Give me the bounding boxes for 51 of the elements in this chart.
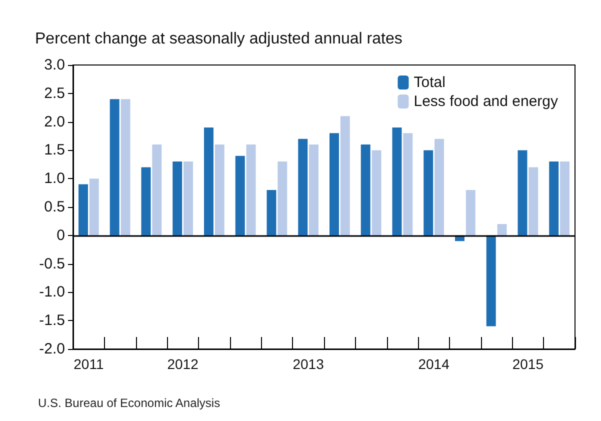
y-tick-label: 1.0 — [44, 170, 65, 188]
bar — [360, 144, 370, 236]
bar — [298, 138, 308, 236]
x-tick-label: 2014 — [418, 356, 450, 372]
bar — [266, 190, 276, 236]
x-tick-label: 2011 — [74, 356, 104, 372]
bar — [528, 167, 538, 236]
bar — [278, 162, 288, 236]
bar — [497, 224, 507, 236]
bar — [204, 127, 214, 236]
legend-label: Total — [414, 74, 446, 91]
bar — [184, 162, 194, 236]
bar — [560, 162, 570, 236]
bar — [549, 162, 559, 236]
bar — [78, 184, 88, 236]
legend-label: Less food and energy — [414, 93, 558, 110]
bar — [214, 144, 224, 236]
chart-title: Percent change at seasonally adjusted annual rates — [35, 30, 402, 48]
bar — [120, 99, 130, 236]
bar — [172, 162, 182, 236]
x-tick-label: 2013 — [292, 356, 324, 372]
bar — [309, 144, 319, 236]
bar — [434, 138, 444, 236]
y-tick-label: -1.0 — [39, 284, 65, 301]
y-tick-label: 3.0 — [44, 56, 65, 74]
bar — [403, 133, 413, 236]
y-tick-label: -1.5 — [39, 312, 65, 330]
y-tick-label: 2.5 — [44, 84, 65, 102]
bar — [246, 144, 256, 236]
bar — [89, 178, 99, 236]
bar — [392, 127, 402, 236]
y-tick-label: -2.0 — [39, 340, 65, 358]
bar — [235, 156, 245, 236]
y-tick-label: -0.5 — [39, 255, 65, 272]
x-tick-label: 2015 — [512, 356, 544, 372]
bar — [340, 116, 350, 236]
bar — [466, 190, 476, 236]
bar — [329, 133, 339, 236]
bar — [486, 235, 496, 326]
bar — [152, 144, 162, 236]
bar — [424, 150, 434, 236]
text: U.S. Bureau of Economic Analysis — [38, 396, 220, 410]
bar — [141, 167, 151, 236]
y-tick-label: 1.5 — [44, 142, 65, 159]
bar — [110, 99, 120, 236]
y-tick-label: 0.5 — [44, 198, 65, 216]
bar — [518, 150, 528, 236]
y-tick-label: 0 — [56, 226, 65, 244]
x-tick-label: 2012 — [167, 356, 199, 372]
bar — [372, 150, 382, 236]
y-tick-label: 2.0 — [44, 113, 65, 130]
